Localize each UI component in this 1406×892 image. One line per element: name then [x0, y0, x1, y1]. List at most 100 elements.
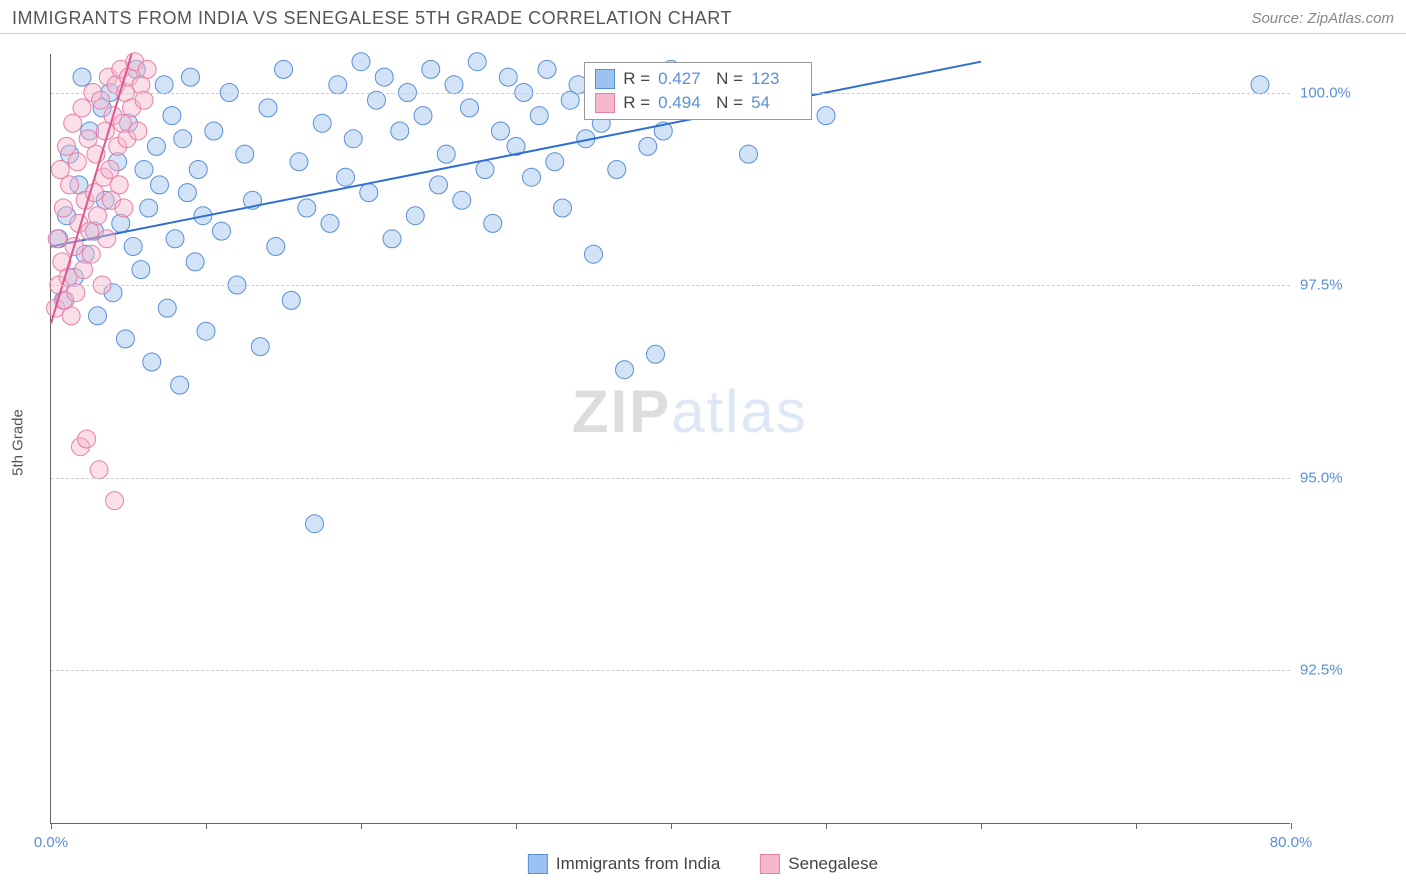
- data-point: [205, 122, 223, 140]
- data-point: [92, 91, 110, 109]
- data-point: [186, 253, 204, 271]
- data-point: [135, 161, 153, 179]
- data-point: [58, 137, 76, 155]
- y-axis-label: 5th Grade: [10, 409, 27, 476]
- data-point: [453, 191, 471, 209]
- data-point: [213, 222, 231, 240]
- data-point: [321, 214, 339, 232]
- data-point: [275, 60, 293, 78]
- data-point: [48, 230, 66, 248]
- stats-row: R = 0.494 N = 54: [595, 91, 801, 115]
- stats-r-label: R =: [623, 69, 650, 89]
- data-point: [64, 114, 82, 132]
- stats-r-value: 0.427: [658, 69, 708, 89]
- data-point: [78, 430, 96, 448]
- gridline: [51, 285, 1290, 286]
- data-point: [138, 60, 156, 78]
- data-point: [101, 161, 119, 179]
- data-point: [89, 307, 107, 325]
- data-point: [313, 114, 331, 132]
- x-tick: [981, 823, 982, 829]
- data-point: [298, 199, 316, 217]
- data-point: [352, 53, 370, 71]
- data-point: [344, 130, 362, 148]
- x-tick-label: 0.0%: [34, 834, 68, 851]
- data-point: [647, 345, 665, 363]
- x-tick: [671, 823, 672, 829]
- y-tick-label: 100.0%: [1300, 84, 1390, 101]
- data-point: [129, 122, 147, 140]
- x-tick: [361, 823, 362, 829]
- data-point: [430, 176, 448, 194]
- stats-n-label: N =: [716, 69, 743, 89]
- legend-item: Immigrants from India: [528, 854, 720, 874]
- data-point: [54, 199, 72, 217]
- data-point: [639, 137, 657, 155]
- data-point: [89, 207, 107, 225]
- legend-swatch: [528, 854, 548, 874]
- data-point: [124, 238, 142, 256]
- y-tick-label: 95.0%: [1300, 469, 1390, 486]
- data-point: [461, 99, 479, 117]
- stats-r-label: R =: [623, 93, 650, 113]
- data-point: [499, 68, 517, 86]
- data-point: [73, 68, 91, 86]
- plot-area: 92.5%95.0%97.5%100.0%0.0%80.0%ZIPatlasR …: [50, 54, 1290, 824]
- data-point: [110, 176, 128, 194]
- data-point: [391, 122, 409, 140]
- data-point: [132, 261, 150, 279]
- data-point: [608, 161, 626, 179]
- data-point: [1251, 76, 1269, 94]
- data-point: [166, 230, 184, 248]
- data-point: [445, 76, 463, 94]
- chart-container: 5th Grade 92.5%95.0%97.5%100.0%0.0%80.0%…: [0, 34, 1406, 884]
- x-tick: [826, 823, 827, 829]
- data-point: [329, 76, 347, 94]
- gridline: [51, 478, 1290, 479]
- data-point: [68, 153, 86, 171]
- data-point: [476, 161, 494, 179]
- data-point: [135, 91, 153, 109]
- data-point: [116, 330, 134, 348]
- data-point: [267, 238, 285, 256]
- data-point: [236, 145, 254, 163]
- data-point: [251, 338, 269, 356]
- data-point: [67, 284, 85, 302]
- chart-source: Source: ZipAtlas.com: [1251, 10, 1394, 27]
- data-point: [414, 107, 432, 125]
- gridline: [51, 670, 1290, 671]
- data-point: [51, 161, 69, 179]
- y-tick-label: 92.5%: [1300, 662, 1390, 679]
- data-point: [585, 245, 603, 263]
- stats-row: R =0.427N =123: [595, 67, 801, 91]
- data-point: [530, 107, 548, 125]
- chart-title: IMMIGRANTS FROM INDIA VS SENEGALESE 5TH …: [12, 8, 732, 29]
- data-point: [616, 361, 634, 379]
- stats-n-label: N =: [716, 93, 743, 113]
- stats-n-value: 54: [751, 93, 801, 113]
- data-point: [368, 91, 386, 109]
- plot-svg: [51, 54, 1290, 823]
- data-point: [62, 307, 80, 325]
- data-point: [147, 137, 165, 155]
- data-point: [383, 230, 401, 248]
- data-point: [174, 130, 192, 148]
- x-tick: [516, 823, 517, 829]
- data-point: [554, 199, 572, 217]
- data-point: [140, 199, 158, 217]
- data-point: [115, 199, 133, 217]
- data-point: [82, 245, 100, 263]
- x-tick: [51, 823, 52, 829]
- data-point: [360, 184, 378, 202]
- data-point: [337, 168, 355, 186]
- data-point: [523, 168, 541, 186]
- data-point: [484, 214, 502, 232]
- stats-r-value: 0.494: [658, 93, 708, 113]
- stats-box: R =0.427N =123R =0.494N =54: [584, 62, 812, 120]
- data-point: [437, 145, 455, 163]
- x-tick: [1136, 823, 1137, 829]
- data-point: [375, 68, 393, 86]
- data-point: [163, 107, 181, 125]
- data-point: [90, 461, 108, 479]
- data-point: [158, 299, 176, 317]
